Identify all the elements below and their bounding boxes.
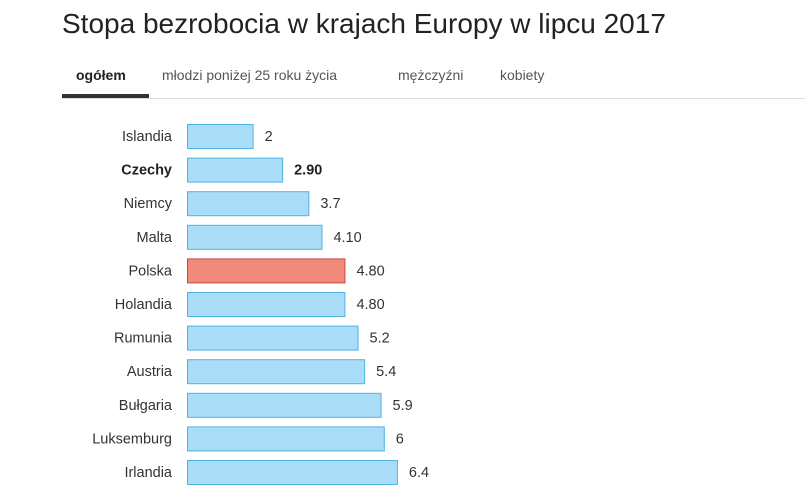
value-label: 2.90 <box>294 163 322 179</box>
bar[interactable] <box>187 157 284 183</box>
category-label: Islandia <box>122 129 173 145</box>
category-label: Irlandia <box>124 465 172 481</box>
category-label: Niemcy <box>124 196 173 212</box>
category-label: Rumunia <box>114 331 173 347</box>
chart-title: Stopa bezrobocia w krajach Europy w lipc… <box>62 8 666 39</box>
highlighted-bar[interactable] <box>187 258 346 284</box>
value-label: 5.4 <box>376 364 396 380</box>
bar[interactable] <box>187 359 366 385</box>
category-label: Bułgaria <box>119 398 173 414</box>
value-label: 6.4 <box>409 465 429 481</box>
bar[interactable] <box>187 224 323 250</box>
value-label: 4.10 <box>333 230 361 246</box>
value-label: 4.80 <box>356 263 384 279</box>
value-label: 6 <box>396 431 404 447</box>
category-label: Luksemburg <box>92 431 172 447</box>
tab-youth[interactable]: młodzi poniżej 25 roku życia <box>162 67 338 83</box>
value-label: 4.80 <box>356 297 384 313</box>
category-label: Czechy <box>121 163 172 179</box>
bar[interactable] <box>187 392 382 418</box>
active-tab-indicator <box>62 94 149 98</box>
value-label: 2 <box>265 129 273 145</box>
value-label: 3.7 <box>320 196 340 212</box>
bar[interactable] <box>187 191 310 217</box>
tab-men[interactable]: mężczyźni <box>398 67 464 83</box>
tab-bar: ogółem młodzi poniżej 25 roku życia mężc… <box>62 58 805 99</box>
bar[interactable] <box>187 426 385 452</box>
tab-women[interactable]: kobiety <box>500 67 545 83</box>
bar[interactable] <box>187 292 346 317</box>
category-label: Polska <box>128 263 172 279</box>
tab-overall[interactable]: ogółem <box>76 67 126 83</box>
bar[interactable] <box>187 460 398 485</box>
bar[interactable] <box>187 325 359 351</box>
bar[interactable] <box>187 124 254 149</box>
category-label: Malta <box>137 230 173 246</box>
value-label: 5.2 <box>370 331 390 347</box>
category-label: Holandia <box>115 297 173 313</box>
category-label: Austria <box>127 364 173 380</box>
value-label: 5.9 <box>393 398 413 414</box>
